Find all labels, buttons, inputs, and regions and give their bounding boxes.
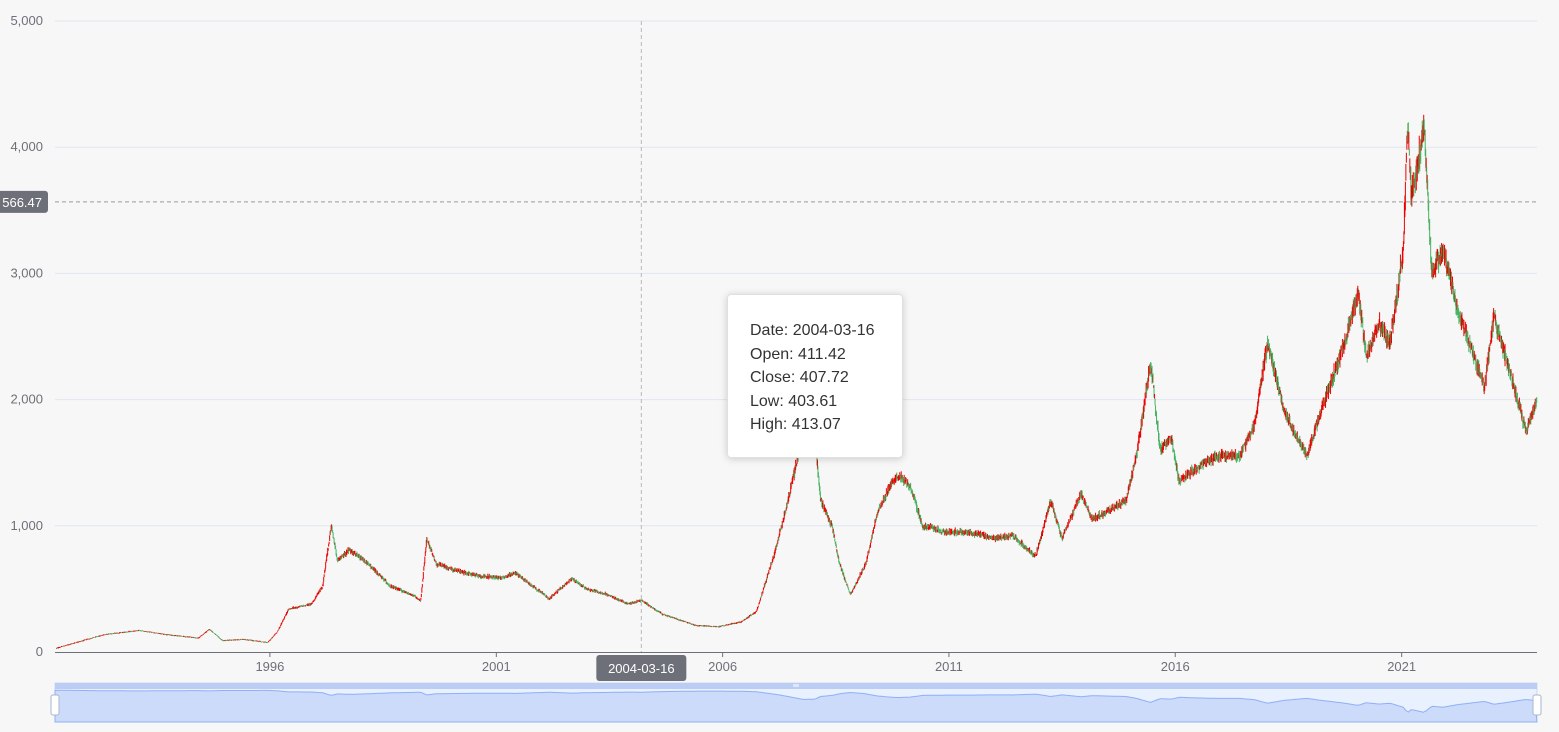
- crosshair-x-label: 2004-03-16: [608, 661, 675, 676]
- zoom-handle-left[interactable]: [50, 694, 60, 716]
- y-tick-label: 4,000: [10, 139, 43, 154]
- y-tick-label: 1,000: [10, 518, 43, 533]
- tooltip-date: Date: 2004-03-16: [750, 322, 875, 339]
- tooltip-low: Low: 403.61: [750, 392, 838, 410]
- grid-lines: [55, 20, 1537, 527]
- tooltip-open: Open: 411.42: [750, 345, 846, 363]
- y-axis-labels: 0 1,000 2,000 3,000 4,000 5,000: [10, 13, 43, 659]
- candle-tooltip: Date: 2004-03-16 Open: 411.42 Close: 407…: [727, 294, 903, 458]
- zoom-selected-range: [55, 683, 1537, 722]
- x-axis: 1996 2001 2006 2011 2016 2021: [55, 652, 1537, 674]
- x-tick-label: 2021: [1387, 659, 1416, 674]
- y-tick-label: 2,000: [10, 392, 43, 407]
- zoom-preview-area: [54, 689, 1538, 723]
- data-zoom-slider[interactable]: [50, 682, 1542, 723]
- crosshair-y-label: 566.47: [2, 195, 42, 210]
- tooltip-high: High: 413.07: [750, 416, 841, 433]
- x-tick-label: 2001: [482, 659, 511, 674]
- y-tick-label: 5,000: [10, 13, 43, 28]
- x-tick-label: 1996: [255, 659, 284, 674]
- tooltip-close: Close: 407.72: [750, 369, 849, 386]
- x-tick-label: 2011: [935, 659, 963, 674]
- crosshair-x-label-bg: [596, 655, 687, 681]
- y-tick-label: 3,000: [10, 265, 43, 280]
- axis-pointer: 2004-03-16 566.47: [0, 21, 1537, 681]
- zoom-handle-right[interactable]: [1532, 694, 1542, 716]
- x-tick-label: 2006: [708, 659, 737, 674]
- y-tick-label: 0: [36, 644, 43, 659]
- crosshair-y-label-bg: [0, 190, 48, 213]
- x-tick-label: 2016: [1161, 659, 1190, 674]
- candlestick-series[interactable]: [55, 114, 1538, 649]
